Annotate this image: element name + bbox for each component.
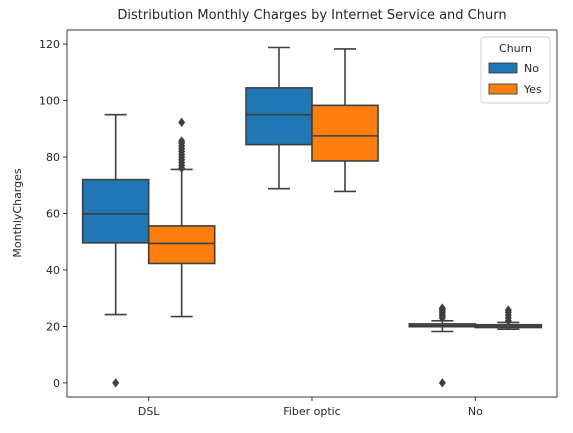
box-iqr [246, 88, 312, 145]
box-no-1 [246, 48, 312, 189]
outlier-point [439, 379, 445, 387]
box-iqr [83, 180, 149, 243]
box-no-2 [409, 304, 475, 387]
outlier-point [179, 118, 185, 126]
y-tick-label: 60 [46, 208, 60, 221]
legend-swatch-yes [489, 84, 517, 94]
box-yes-0 [149, 118, 215, 316]
x-tick-label: Fiber optic [283, 405, 340, 418]
box-yes-2 [475, 306, 541, 329]
legend-swatch-no [489, 63, 517, 73]
y-tick-label: 20 [46, 320, 60, 333]
box-iqr [312, 105, 378, 161]
legend-label-yes: Yes [523, 83, 542, 96]
y-tick-label: 120 [39, 38, 60, 51]
outlier-point [113, 379, 119, 387]
y-tick-label: 100 [39, 95, 60, 108]
y-axis-label: MonthlyCharges [11, 168, 24, 258]
y-tick-label: 80 [46, 151, 60, 164]
y-tick-label: 0 [53, 377, 60, 390]
legend-title: Churn [499, 42, 532, 55]
box-iqr [149, 226, 215, 264]
legend-label-no: No [524, 62, 539, 75]
x-tick-label: DSL [138, 405, 160, 418]
box-no-0 [83, 115, 149, 387]
legend: Churn No Yes [481, 37, 550, 103]
y-tick-label: 40 [46, 264, 60, 277]
box-yes-1 [312, 49, 378, 192]
plot-area: 0 20 40 60 80 100 120 DSL Fiber optic No [39, 38, 541, 418]
x-tick-label: No [468, 405, 483, 418]
chart-title: Distribution Monthly Charges by Internet… [117, 8, 506, 23]
